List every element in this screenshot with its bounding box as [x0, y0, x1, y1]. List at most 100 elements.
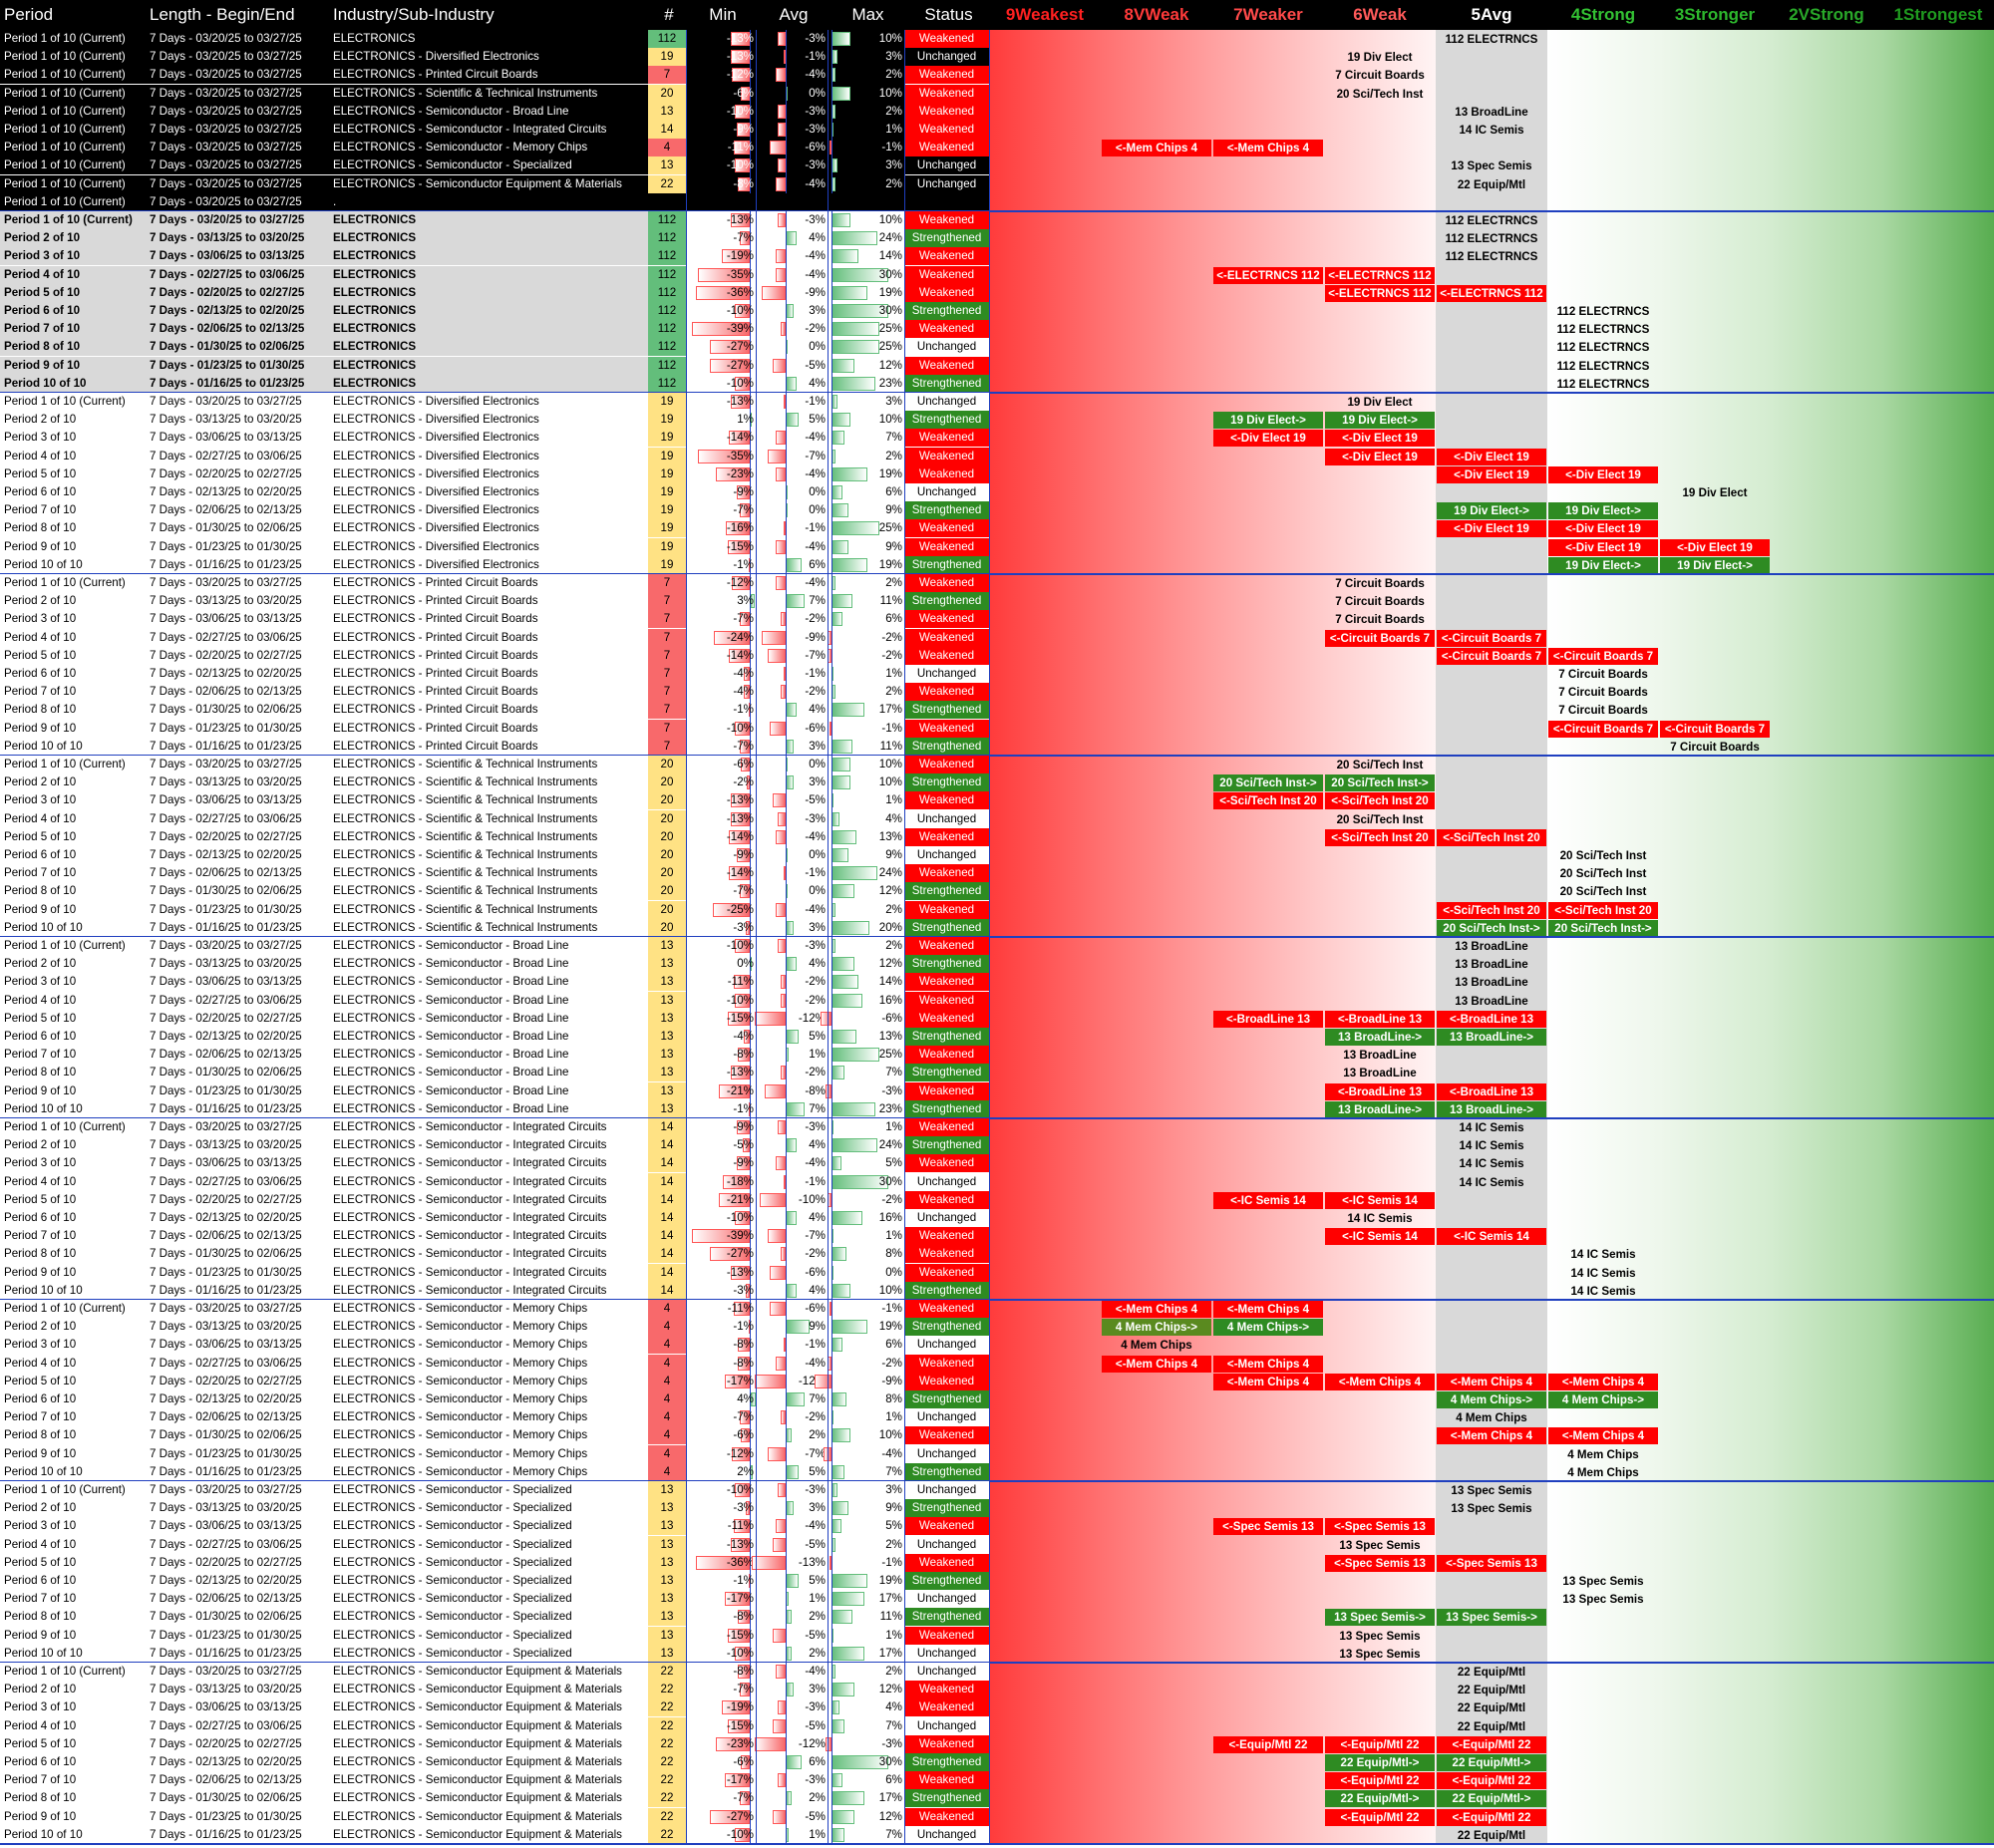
min-value: -12% — [726, 1447, 754, 1460]
zone-label-4: 14 IC Semis — [1570, 1267, 1636, 1280]
header-zone-7[interactable]: 7Weaker — [1212, 0, 1324, 30]
header-zone-6[interactable]: 6Weak — [1324, 0, 1436, 30]
header-industry[interactable]: Industry/Sub-Industry — [333, 5, 495, 24]
length-cell: 7 Days - 02/27/25 to 03/06/25 — [146, 1536, 329, 1554]
header-min[interactable]: Min — [709, 5, 737, 24]
length-cell: 7 Days - 02/20/25 to 02/27/25 — [146, 1191, 329, 1209]
header-zone-1[interactable]: 1Strongest — [1882, 0, 1994, 30]
length-cell: 7 Days - 03/20/25 to 03/27/25 — [146, 103, 329, 121]
status-badge: Weakened — [904, 992, 989, 1010]
zone-label-4: 20 Sci/Tech Inst-> — [1548, 920, 1658, 938]
length-cell: 7 Days - 01/30/25 to 02/06/25 — [146, 338, 329, 356]
period-cell: Period 4 of 10 — [0, 810, 146, 828]
zone-label-4: <-Div Elect 19 — [1548, 520, 1658, 538]
min-data-bar — [724, 1773, 750, 1788]
period-cell: Period 8 of 10 — [0, 1245, 146, 1263]
max-value: -1% — [881, 1302, 902, 1315]
avg-value: -5% — [805, 793, 826, 806]
header-status[interactable]: Status — [924, 5, 973, 24]
length-cell: 7 Days - 03/20/25 to 03/27/25 — [146, 85, 329, 103]
avg-value — [756, 193, 828, 211]
zone-label-5: 13 BroadLine — [1455, 995, 1528, 1008]
max-value: 2% — [885, 903, 902, 916]
min-value: -27% — [726, 340, 754, 353]
min-value: 3% — [737, 594, 754, 607]
min-data-bar — [741, 87, 750, 102]
min-value: -7% — [733, 1683, 754, 1695]
max-cell-background — [828, 448, 904, 466]
min-axis — [750, 1390, 751, 1409]
avg-value: 9% — [809, 1320, 826, 1333]
header-period[interactable]: Period — [4, 5, 54, 24]
count-cell: 20 — [648, 864, 686, 882]
min-data-bar — [697, 450, 750, 464]
period-cell: Period 1 of 10 (Current) — [0, 103, 146, 121]
header-avg[interactable]: Avg — [779, 5, 809, 24]
header-zone-9[interactable]: 9Weakest — [989, 0, 1101, 30]
min-data-bar — [732, 576, 750, 591]
header-zone-8[interactable]: 8VWeak — [1101, 0, 1212, 30]
min-data-bar — [723, 1175, 750, 1190]
avg-value: -4% — [805, 830, 826, 843]
period-cell: Period 7 of 10 — [0, 501, 146, 519]
min-data-bar — [732, 1447, 750, 1462]
status-badge: Weakened — [904, 103, 989, 121]
avg-axis — [786, 973, 788, 992]
min-value: -15% — [726, 540, 754, 553]
status-badge: Weakened — [904, 937, 989, 955]
max-value: 14% — [878, 249, 902, 262]
avg-data-bar — [775, 1665, 787, 1680]
header-zone-2[interactable]: 2VStrong — [1771, 0, 1882, 30]
period-cell: Period 1 of 10 (Current) — [0, 211, 146, 229]
header-zone-4[interactable]: 4Strong — [1547, 0, 1659, 30]
zone-label-6: <-IC Semis 14 — [1325, 1192, 1435, 1210]
industry-cell: ELECTRONICS — [329, 211, 648, 229]
min-value: -10% — [726, 377, 754, 390]
avg-value: 0% — [809, 848, 826, 861]
zone-label-3: 7 Circuit Boards — [1670, 741, 1760, 754]
min-data-bar — [709, 1247, 750, 1262]
zone-label-6: 19 Div Elect — [1347, 51, 1413, 64]
min-data-bar — [745, 921, 750, 936]
avg-data-bar — [775, 1156, 787, 1171]
max-value: 12% — [878, 1810, 902, 1823]
length-cell: 7 Days - 02/06/25 to 02/13/25 — [146, 1590, 329, 1608]
avg-value: 4% — [809, 231, 826, 244]
avg-value: -3% — [805, 1700, 826, 1713]
count-cell: 19 — [648, 501, 686, 519]
min-axis — [750, 592, 751, 611]
max-axis — [831, 1426, 832, 1445]
header-zone-3[interactable]: 3Stronger — [1659, 0, 1771, 30]
status-badge: Unchanged — [904, 1590, 989, 1608]
avg-data-bar — [780, 975, 787, 990]
industry-cell: ELECTRONICS - Semiconductor - Memory Chi… — [329, 1318, 648, 1336]
min-axis — [750, 1826, 751, 1845]
zone-label-8: 4 Mem Chips-> — [1102, 1319, 1211, 1337]
period-cell: Period 5 of 10 — [0, 284, 146, 302]
header-max[interactable]: Max — [851, 5, 884, 24]
avg-cell-background — [756, 429, 828, 448]
max-cell-background — [828, 1445, 904, 1464]
avg-value: 0% — [809, 340, 826, 353]
min-data-bar — [745, 1501, 750, 1516]
max-axis — [831, 30, 832, 49]
industry-cell: ELECTRONICS - Semiconductor - Integrated… — [329, 1227, 648, 1245]
max-axis — [831, 1173, 832, 1192]
status-badge: Weakened — [904, 1627, 989, 1645]
min-cell-background — [686, 1408, 756, 1427]
avg-data-bar — [780, 1066, 787, 1080]
header-length[interactable]: Length - Begin/End — [150, 5, 295, 24]
max-value: 11% — [879, 740, 902, 753]
max-value: 25% — [878, 322, 902, 335]
period-cell: Period 5 of 10 — [0, 1191, 146, 1209]
max-axis — [831, 211, 832, 230]
header-zone-5[interactable]: 5Avg — [1436, 0, 1547, 30]
min-cell-background — [686, 610, 756, 629]
avg-value: -4% — [805, 540, 826, 553]
max-value: 30% — [878, 1755, 902, 1768]
zone-label-4: 14 IC Semis — [1570, 1285, 1636, 1298]
length-cell: 7 Days - 02/27/25 to 03/06/25 — [146, 1173, 329, 1191]
avg-axis — [786, 538, 788, 557]
avg-value: -7% — [805, 450, 826, 462]
header-count[interactable]: # — [664, 5, 674, 24]
